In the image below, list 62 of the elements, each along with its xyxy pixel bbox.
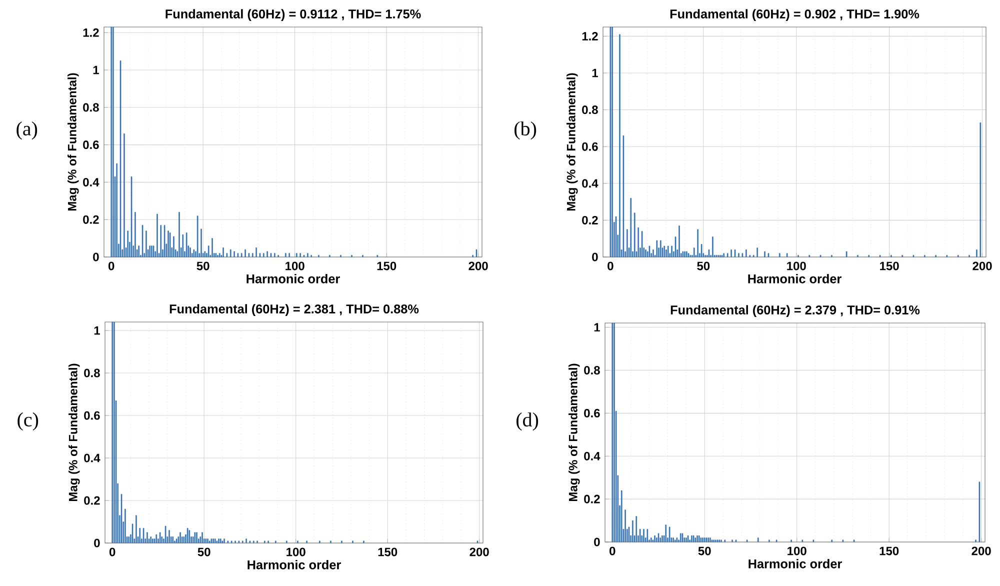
y-tick-label: 0.4 xyxy=(584,452,600,460)
x-axis-title: Harmonic order xyxy=(748,559,842,568)
x-tick-label: 0 xyxy=(610,546,616,556)
y-tick-label: 0 xyxy=(93,252,99,262)
x-tick-label: 200 xyxy=(470,548,489,556)
x-tick-label: 100 xyxy=(788,546,806,556)
x-axis-title: Harmonic order xyxy=(246,274,340,284)
y-tick-label: 0.8 xyxy=(84,368,100,378)
y-tick-label: 0.2 xyxy=(584,494,600,504)
y-tick-label: 0.6 xyxy=(582,142,598,151)
x-tick-label: 100 xyxy=(286,262,304,270)
x-tick-label: 150 xyxy=(377,262,396,270)
y-tick-label: 0.2 xyxy=(84,496,100,505)
chart-title: Fundamental (60Hz) = 0.9112 , THD= 1.75% xyxy=(166,9,421,21)
x-tick-label: 150 xyxy=(880,546,899,556)
x-axis-title: Harmonic order xyxy=(748,274,842,284)
text: (c) xyxy=(18,412,38,431)
y-tick-label: 1 xyxy=(592,68,598,78)
y-tick-label: 0.2 xyxy=(582,216,598,224)
y-tick-label: 0 xyxy=(594,538,600,546)
y-tick-label: 0.8 xyxy=(584,366,600,374)
x-tick-label: 150 xyxy=(378,548,398,556)
x-axis-title: Harmonic order xyxy=(248,560,341,570)
x-tick-label: 0 xyxy=(608,262,614,270)
x-tick-label: 0 xyxy=(108,262,114,270)
x-tick-label: 100 xyxy=(286,548,306,556)
x-tick-label: 200 xyxy=(972,546,991,556)
x-tick-label: 150 xyxy=(880,262,899,270)
y-tick-label: 0 xyxy=(94,538,100,548)
y-tick-label: 0 xyxy=(592,252,598,262)
y-tick-label: 0.6 xyxy=(83,140,99,150)
y-axis-title: Mag (% of Fundamental) xyxy=(568,364,580,502)
y-tick-label: 1.2 xyxy=(582,32,598,40)
y-tick-label: 0.6 xyxy=(84,411,100,420)
text: (a) xyxy=(16,121,38,140)
x-tick-label: 100 xyxy=(787,262,806,270)
y-axis-title: Mag (% of Fundamental) xyxy=(566,73,578,211)
chart-title: Fundamental (60Hz) = 2.379 , THD= 0.91% xyxy=(670,305,920,317)
y-axis-title: Mag (% of Fundamental) xyxy=(68,73,79,211)
x-tick-label: 50 xyxy=(697,262,710,270)
y-tick-label: 1.2 xyxy=(83,28,99,37)
y-tick-label: 0.4 xyxy=(83,178,100,186)
chart-title: Fundamental (60Hz) = 0.902 , THD= 1.90% xyxy=(670,9,920,21)
x-tick-label: 200 xyxy=(972,262,992,270)
y-tick-label: 0.2 xyxy=(83,215,99,224)
x-tick-label: 200 xyxy=(468,262,488,270)
y-tick-label: 1 xyxy=(594,323,600,332)
y-tick-label: 0.8 xyxy=(83,103,99,112)
y-axis-title: Mag (% of Fundamental) xyxy=(68,364,80,502)
x-tick-label: 50 xyxy=(698,546,711,556)
y-tick-label: 0.4 xyxy=(582,179,598,188)
y-tick-label: 0.8 xyxy=(582,106,598,114)
y-tick-label: 0.4 xyxy=(84,454,100,462)
y-tick-label: 0.6 xyxy=(584,408,600,418)
text: (d) xyxy=(516,412,538,431)
y-tick-label: 1 xyxy=(94,326,100,335)
x-tick-label: 50 xyxy=(198,548,210,556)
text: (b) xyxy=(514,121,536,140)
chart-title: Fundamental (60Hz) = 2.381 , THD= 0.88% xyxy=(170,304,419,316)
y-tick-label: 1 xyxy=(93,66,99,74)
x-tick-label: 50 xyxy=(196,262,210,270)
x-tick-label: 0 xyxy=(109,548,116,556)
